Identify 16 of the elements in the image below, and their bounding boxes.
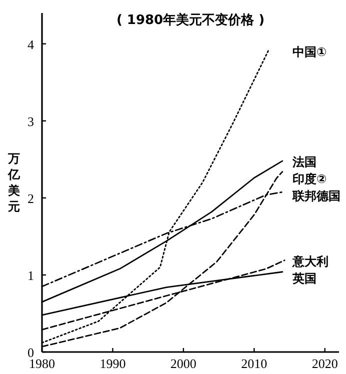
text: 中国① xyxy=(292,44,327,59)
x-tick-label: 2000 xyxy=(170,356,196,371)
x-tick-label: 2010 xyxy=(241,356,268,371)
series-label: 英国 xyxy=(292,271,317,286)
y-tick-label: 3 xyxy=(28,114,34,129)
series-label: 联邦德国 xyxy=(292,188,341,203)
y-tick-label: 2 xyxy=(28,190,34,206)
x-tick-label: 1990 xyxy=(100,356,126,371)
series-label: 印度② xyxy=(292,172,327,186)
series-label: 法国 xyxy=(292,154,317,169)
x-tick-label: 2020 xyxy=(312,356,338,371)
y-tick-label: 4 xyxy=(28,36,34,52)
series-label: 意大利 xyxy=(292,254,329,268)
y-axis-title: 万亿美元 xyxy=(7,152,21,214)
chart-title: ( 1980年美元不变价格 ) xyxy=(116,12,265,28)
y-tick-label: 1 xyxy=(28,268,34,283)
